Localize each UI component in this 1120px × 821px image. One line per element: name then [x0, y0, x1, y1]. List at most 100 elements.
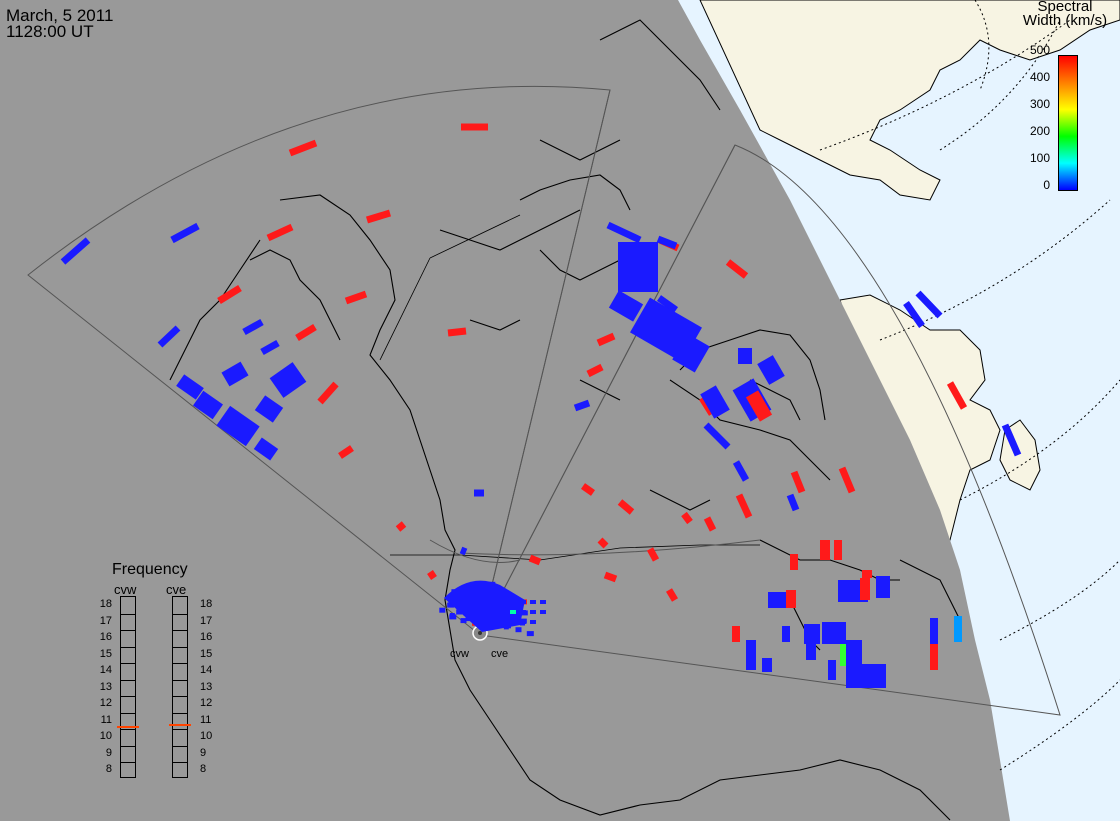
colorbar-tick: 500 [1029, 43, 1050, 57]
echo-block [822, 622, 846, 644]
frequency-tick-right: 15 [200, 647, 213, 660]
radar-label-cve: cve [491, 648, 509, 660]
echo-segment [732, 460, 750, 482]
time-label: 1128:00 UT [6, 22, 94, 41]
echo-block [930, 644, 938, 670]
echo-block [216, 405, 260, 447]
echo-near-range [530, 600, 536, 604]
frequency-tick-left: 16 [99, 631, 112, 643]
colorbar-tick: 0 [1043, 178, 1050, 192]
frequency-tick-right: 8 [200, 763, 207, 775]
echo-segment [790, 470, 806, 494]
colorbar-title: Spectral Width (km/s) [1010, 0, 1120, 28]
echo-segment [903, 301, 925, 328]
echo-block [790, 554, 798, 570]
echo-segment [60, 237, 91, 265]
echo-near-range [510, 610, 516, 614]
echo-block [269, 362, 307, 398]
echo-near-range [540, 610, 546, 614]
echo-block [806, 640, 816, 660]
day-land-greenland [699, 0, 1120, 201]
echo-near-range [520, 610, 526, 614]
echo-segment [170, 222, 200, 244]
frequency-tick-left: 13 [99, 680, 112, 693]
echo-segment [447, 327, 467, 337]
frequency-tick-right: 9 [200, 746, 207, 759]
echo-block [700, 385, 730, 419]
echo-segment [586, 363, 604, 378]
echo-block [618, 242, 658, 292]
echo-block [608, 290, 644, 322]
echo-near-range [439, 607, 446, 613]
echo-segment [656, 295, 679, 313]
echo-segment [915, 290, 943, 319]
frequency-tick-right: 14 [200, 664, 213, 676]
echo-segment [656, 235, 678, 250]
echo-block [786, 590, 796, 608]
echo-near-range [510, 620, 516, 624]
echo-block [732, 626, 740, 642]
echo-segment [573, 399, 591, 412]
echo-segment [735, 493, 753, 519]
colorbar-tick: 100 [1029, 151, 1050, 165]
radar-fov [27, 85, 1061, 716]
frequency-tick-right: 17 [200, 614, 213, 627]
frequency-column-label: cvw [114, 582, 137, 597]
colorbar-tick: 200 [1029, 124, 1050, 138]
echo-near-range [500, 610, 506, 614]
echo-block [846, 664, 886, 688]
echo-segment [157, 325, 181, 348]
frequency-tick-left: 18 [99, 598, 112, 610]
timestamp-header: March, 5 2011 1128:00 UT [6, 7, 113, 41]
frequency-tick-right: 13 [200, 680, 213, 693]
frequency-title: Frequency [112, 561, 188, 578]
echo-near-range [449, 613, 455, 618]
radar-label-cvw: cvw [450, 648, 469, 660]
echo-segment [617, 499, 635, 515]
echo-block [745, 390, 773, 422]
night-region [0, 0, 1010, 821]
frequency-tick-left: 9 [105, 746, 112, 759]
frequency-tick-right: 11 [200, 713, 212, 726]
echo-near-range [530, 620, 536, 624]
echo-near-range [500, 600, 506, 604]
echo-segment [395, 521, 407, 532]
echo-block [834, 540, 842, 560]
frequency-tick-right: 10 [200, 730, 213, 742]
radar-echoes [60, 123, 1022, 688]
echo-segment [1001, 423, 1022, 457]
echo-block [762, 658, 772, 672]
frequency-tick-right: 16 [200, 631, 213, 643]
echo-segment [344, 290, 368, 305]
echo-segment [317, 381, 339, 405]
echo-segment [288, 139, 318, 157]
echo-segment [596, 332, 616, 347]
colorbar-title-line2: Width (km/s) [1022, 12, 1108, 29]
frequency-column-label: cve [166, 582, 187, 597]
echo-near-range [500, 620, 506, 624]
frequency-tick-left: 11 [100, 713, 112, 726]
echo-block [193, 390, 223, 420]
echo-segment [338, 445, 354, 459]
echo-segment [725, 259, 749, 279]
frequency-tick-left: 15 [99, 647, 112, 660]
echo-block [738, 348, 752, 364]
echo-block [862, 570, 872, 578]
echo-near-range-core [444, 580, 525, 632]
echo-block [846, 640, 862, 664]
echo-segment [266, 223, 294, 242]
colorbar-tick: 300 [1029, 97, 1050, 111]
frequency-tick-left: 14 [99, 664, 112, 676]
echo-segment [786, 493, 800, 512]
echo-block [176, 374, 204, 400]
echo-block [840, 644, 846, 666]
geographic-grid [819, 0, 1120, 771]
echo-block [253, 437, 279, 461]
echo-near-range [520, 620, 526, 624]
frequency-column [117, 596, 139, 778]
echo-block [860, 578, 870, 600]
echo-near-range [520, 600, 526, 604]
echo-segment [606, 221, 642, 244]
echo-block [828, 660, 836, 680]
echo-segment [703, 516, 717, 532]
